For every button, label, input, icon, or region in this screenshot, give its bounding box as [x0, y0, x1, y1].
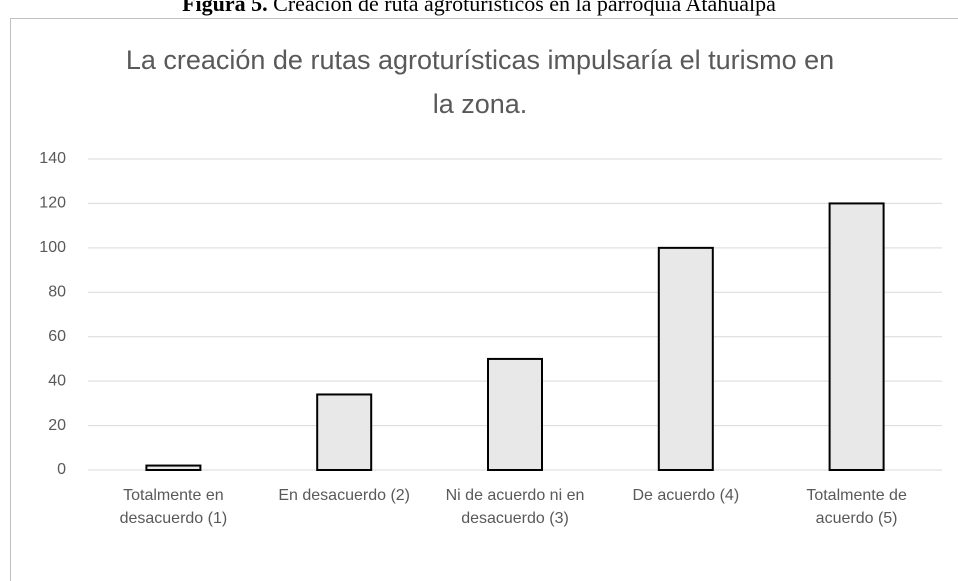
y-tick-label: 40	[48, 372, 66, 389]
y-tick-label: 80	[48, 284, 66, 301]
x-tick-label: De acuerdo (4)	[632, 487, 740, 504]
figure-caption: Figura 5. Creación de ruta agroturístico…	[0, 0, 958, 17]
caption-text: Creación de ruta agroturísticos en la pa…	[273, 0, 776, 16]
y-tick-label: 20	[48, 417, 66, 434]
x-tick-label: Totalmente en desacuerdo (1)	[119, 487, 228, 527]
chart-title: La creación de rutas agroturísticas impu…	[125, 45, 835, 119]
y-tick-label: 120	[39, 195, 66, 212]
x-tick-label: En desacuerdo (2)	[278, 487, 410, 504]
y-tick-label: 0	[57, 461, 66, 478]
x-tick-label: Ni de acuerdo ni en desacuerdo (3)	[445, 487, 585, 527]
x-tick-label: Totalmente de acuerdo (5)	[806, 487, 907, 527]
y-tick-label: 100	[39, 239, 66, 256]
y-tick-label: 60	[48, 328, 66, 345]
chart-frame	[10, 18, 958, 581]
bar	[487, 357, 543, 471]
bar	[657, 246, 714, 471]
caption-label: Figura 5.	[182, 0, 268, 16]
y-tick-label: 140	[39, 150, 66, 167]
bar	[828, 202, 885, 472]
bar	[145, 464, 202, 471]
bar	[316, 393, 373, 472]
